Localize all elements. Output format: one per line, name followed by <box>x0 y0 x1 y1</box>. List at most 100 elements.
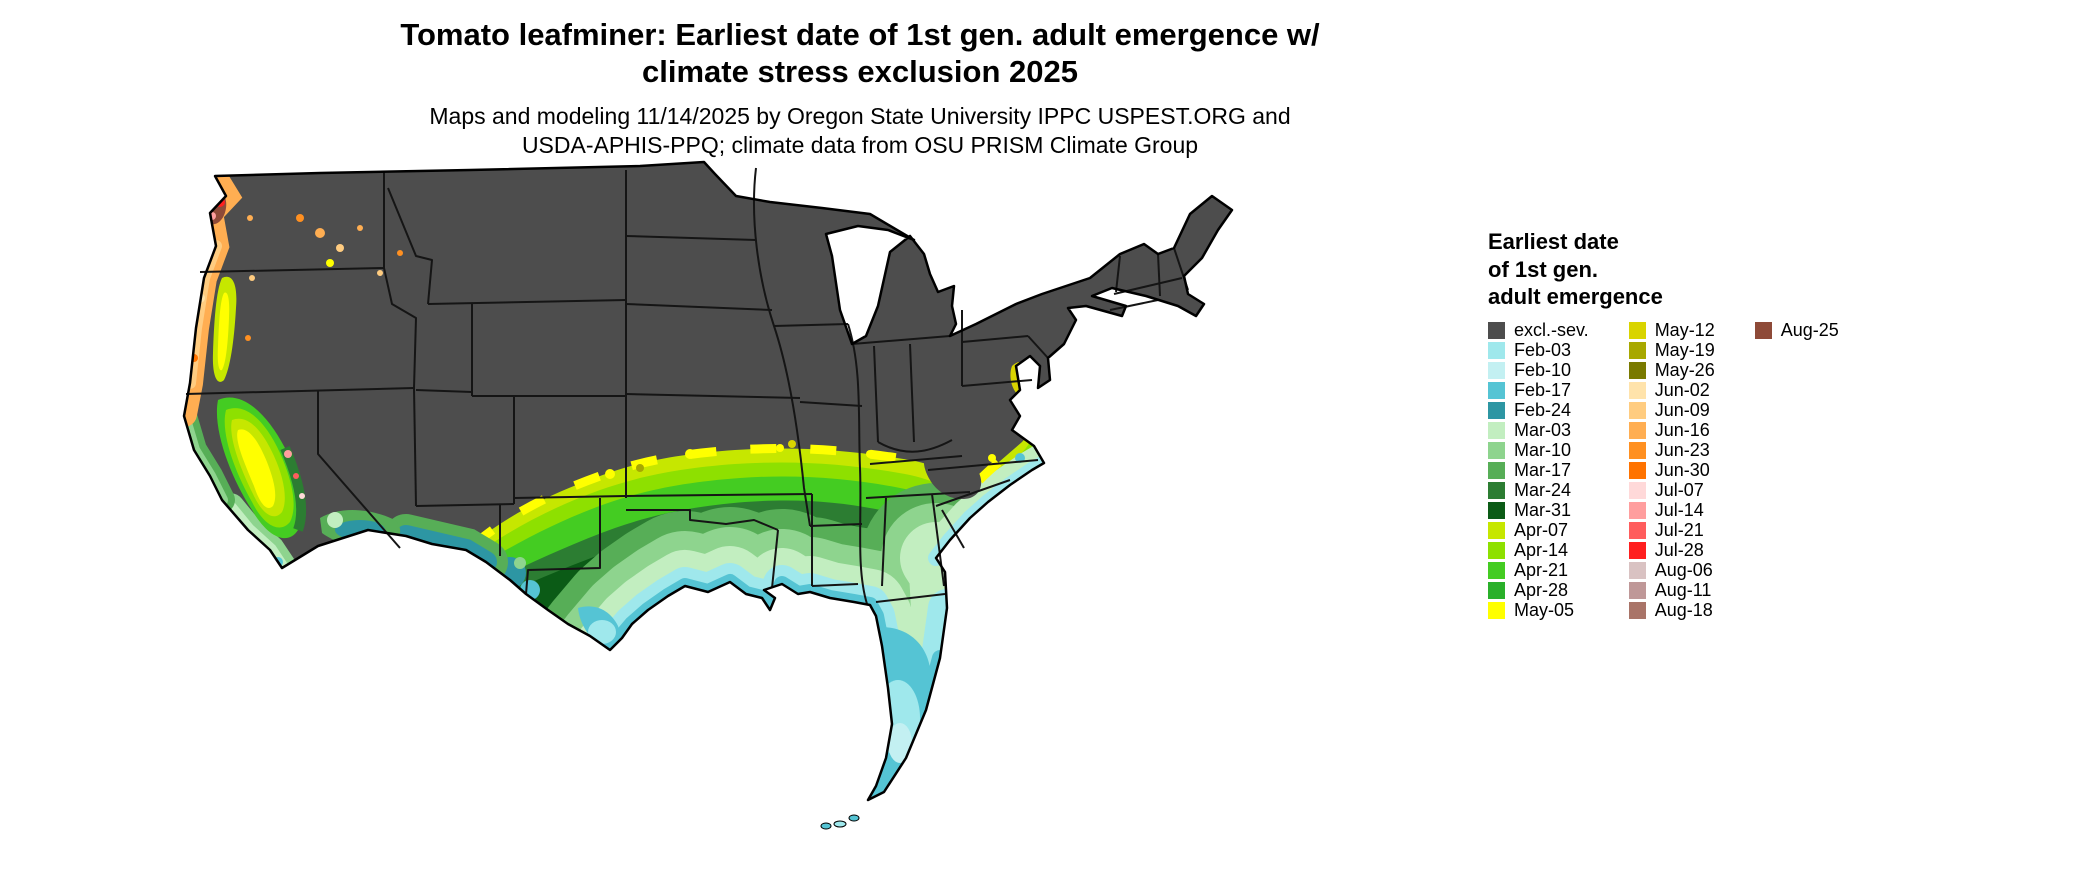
map-subtitle: Maps and modeling 11/14/2025 by Oregon S… <box>80 102 1640 160</box>
legend-label: Apr-28 <box>1514 580 1569 600</box>
legend-label: Apr-14 <box>1514 540 1569 560</box>
legend-label: Mar-17 <box>1514 460 1572 480</box>
legend-entry: Mar-03 <box>1488 420 1589 441</box>
legend-swatch <box>1628 422 1646 439</box>
legend-entry: Mar-10 <box>1488 440 1589 461</box>
legend-label: Feb-17 <box>1514 380 1572 400</box>
legend-swatch <box>1754 322 1772 339</box>
legend-entry: Aug-25 <box>1754 320 1839 341</box>
map-region-florida-keys <box>820 814 860 830</box>
legend-label: Apr-21 <box>1514 560 1569 580</box>
legend-entry: Apr-14 <box>1488 540 1589 561</box>
legend-label: Mar-31 <box>1514 500 1572 520</box>
legend-swatch <box>1628 502 1646 519</box>
legend-label: Apr-07 <box>1514 520 1569 540</box>
legend-entry: Mar-24 <box>1488 480 1589 501</box>
legend-label: Aug-25 <box>1780 320 1839 340</box>
legend-swatch <box>1488 362 1505 379</box>
legend-entry: Feb-10 <box>1488 360 1589 381</box>
legend-label: Jul-28 <box>1654 540 1704 560</box>
legend-entry: Aug-18 <box>1628 600 1715 621</box>
legend-entry: excl.-sev. <box>1488 320 1589 341</box>
legend-swatch <box>1628 342 1646 359</box>
legend-label: Jul-21 <box>1654 520 1704 540</box>
legend-swatch <box>1488 502 1505 519</box>
legend-label: Aug-11 <box>1654 580 1712 600</box>
legend-entry: Jun-02 <box>1628 380 1715 401</box>
legend-label: excl.-sev. <box>1514 320 1589 340</box>
legend-entry: Mar-31 <box>1488 500 1589 521</box>
legend-label: Feb-03 <box>1514 340 1572 360</box>
legend-entry: Jul-28 <box>1628 540 1715 561</box>
map-specks-sierra <box>284 450 305 499</box>
legend-swatch <box>1628 382 1646 399</box>
legend-swatch <box>1628 322 1646 339</box>
legend-column: excl.-sev. Feb-03 Feb-10 Feb-17 Feb-24 Mar-03… <box>1488 320 1589 621</box>
legend-label: May-19 <box>1654 340 1715 360</box>
legend-swatch <box>1488 322 1505 339</box>
us-map <box>170 158 1450 890</box>
legend-swatch <box>1628 462 1646 479</box>
legend-entry: Aug-06 <box>1628 560 1715 581</box>
legend-swatch <box>1488 582 1505 599</box>
legend-columns: excl.-sev. Feb-03 Feb-10 Feb-17 Feb-24 Mar-03… <box>1488 320 1839 621</box>
legend-swatch <box>1628 582 1646 599</box>
legend-entry: Jul-21 <box>1628 520 1715 541</box>
legend-entry: Jun-30 <box>1628 460 1715 481</box>
legend-label: Mar-24 <box>1514 480 1572 500</box>
legend-swatch <box>1628 482 1646 499</box>
legend-swatch <box>1488 462 1505 479</box>
map-specks-olive <box>636 440 796 472</box>
legend-column: Aug-25 <box>1754 320 1839 341</box>
legend-entry: Jul-14 <box>1628 500 1715 521</box>
legend-title-line1: Earliest date <box>1488 229 1619 254</box>
legend-entry: Jun-16 <box>1628 420 1715 441</box>
legend-label: Jun-30 <box>1654 460 1710 480</box>
map-specks-columbia-basin <box>245 214 403 341</box>
map-subtitle-line2: USDA-APHIS-PPQ; climate data from OSU PR… <box>521 132 1199 159</box>
legend-label: Jul-07 <box>1654 480 1704 500</box>
map-title-line2: climate stress exclusion 2025 <box>642 54 1078 90</box>
us-map-svg <box>182 160 1234 830</box>
legend-entry: May-26 <box>1628 360 1715 381</box>
legend-title-line3: adult emergence <box>1488 284 1663 309</box>
legend-entry: Jun-09 <box>1628 400 1715 421</box>
map-region-appalachians <box>923 451 982 500</box>
legend-label: Mar-10 <box>1514 440 1572 460</box>
legend-entry: Aug-11 <box>1628 580 1715 601</box>
legend-title-line2: of 1st gen. <box>1488 256 1599 282</box>
legend-label: Mar-03 <box>1514 420 1572 440</box>
map-subtitle-line1: Maps and modeling 11/14/2025 by Oregon S… <box>429 103 1291 130</box>
legend-label: Feb-10 <box>1514 360 1572 380</box>
legend-swatch <box>1488 342 1505 359</box>
legend-label: Jun-16 <box>1654 420 1710 440</box>
legend-entry: Feb-17 <box>1488 380 1589 401</box>
legend-entry: May-05 <box>1488 600 1589 621</box>
legend-label: Jun-23 <box>1654 440 1710 460</box>
legend-swatch <box>1488 382 1505 399</box>
legend-swatch <box>1628 542 1646 559</box>
legend-label: Jun-02 <box>1654 380 1710 400</box>
legend-swatch <box>1628 562 1646 579</box>
legend-label: May-12 <box>1654 320 1715 340</box>
us-outline <box>182 160 1234 802</box>
legend: Earliest date of 1st gen. adult emergenc… <box>1488 228 1839 621</box>
header: Tomato leafminer: Earliest date of 1st g… <box>80 16 1640 160</box>
legend-entry: May-12 <box>1628 320 1715 341</box>
map-title-line1: Tomato leafminer: Earliest date of 1st g… <box>400 17 1320 52</box>
legend-swatch <box>1488 602 1505 619</box>
legend-entry: Feb-03 <box>1488 340 1589 361</box>
map-fringe-may05 <box>469 409 1040 550</box>
legend-entry: Apr-21 <box>1488 560 1589 581</box>
legend-label: May-26 <box>1654 360 1715 380</box>
legend-swatch <box>1488 562 1505 579</box>
legend-swatch <box>1628 362 1646 379</box>
legend-swatch <box>1488 442 1505 459</box>
legend-entry: Feb-24 <box>1488 400 1589 421</box>
legend-label: Jul-14 <box>1654 500 1704 520</box>
legend-swatch <box>1488 522 1505 539</box>
legend-swatch <box>1628 522 1646 539</box>
legend-swatch <box>1488 482 1505 499</box>
legend-label: Aug-06 <box>1654 560 1713 580</box>
state-borders <box>185 167 1189 605</box>
